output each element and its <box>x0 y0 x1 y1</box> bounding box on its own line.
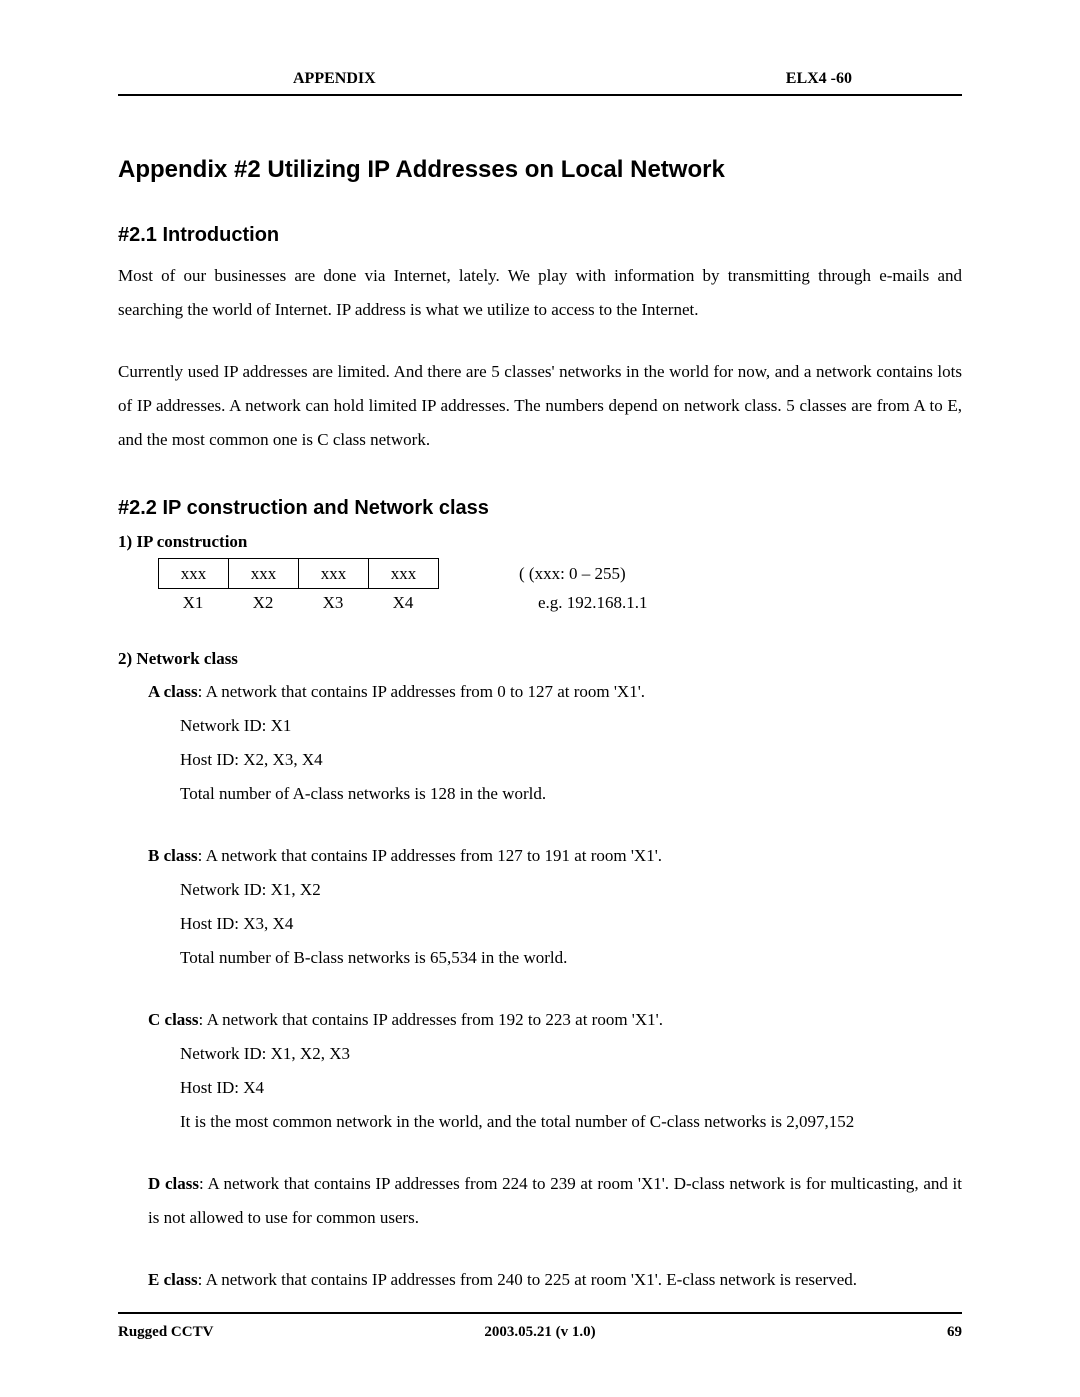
ip-range-note: ( (xxx: 0 – 255) <box>519 564 626 584</box>
ip-construction-heading: 1) IP construction <box>118 532 962 552</box>
page-header: APPENDIX ELX4 -60 <box>118 70 962 96</box>
ip-example-note: e.g. 192.168.1.1 <box>538 593 648 613</box>
class-c-netid: Network ID: X1, X2, X3 <box>180 1037 962 1071</box>
class-a-block: A class: A network that contains IP addr… <box>148 675 962 811</box>
class-d-desc: : A network that contains IP addresses f… <box>148 1174 962 1227</box>
class-b-hostid: Host ID: X3, X4 <box>180 907 962 941</box>
ip-octet-table: xxx xxx xxx xxx <box>158 558 439 589</box>
ip-cell-4: xxx <box>369 559 439 589</box>
ip-label-x1: X1 <box>158 593 228 613</box>
ip-cell-2: xxx <box>229 559 299 589</box>
class-c-hostid: Host ID: X4 <box>180 1071 962 1105</box>
appendix-title: Appendix #2 Utilizing IP Addresses on Lo… <box>118 156 962 184</box>
class-b-block: B class: A network that contains IP addr… <box>148 839 962 975</box>
class-e-block: E class: A network that contains IP addr… <box>148 1263 962 1297</box>
document-page: APPENDIX ELX4 -60 Appendix #2 Utilizing … <box>0 0 1080 1375</box>
class-c-desc: : A network that contains IP addresses f… <box>199 1010 663 1029</box>
intro-paragraph-2: Currently used IP addresses are limited.… <box>118 355 962 457</box>
class-d-label: D class <box>148 1174 199 1193</box>
ip-cell-3: xxx <box>299 559 369 589</box>
class-b-netid: Network ID: X1, X2 <box>180 873 962 907</box>
class-a-label: A class <box>148 682 198 701</box>
ip-label-x2: X2 <box>228 593 298 613</box>
ip-label-x4: X4 <box>368 593 438 613</box>
class-a-hostid: Host ID: X2, X3, X4 <box>180 743 962 777</box>
intro-paragraph-1: Most of our businesses are done via Inte… <box>118 259 962 327</box>
class-e-desc: : A network that contains IP addresses f… <box>198 1270 857 1289</box>
header-right: ELX4 -60 <box>786 70 852 88</box>
footer-center: 2003.05.21 (v 1.0) <box>484 1324 595 1341</box>
ip-label-x3: X3 <box>298 593 368 613</box>
ip-construction-row: xxx xxx xxx xxx ( (xxx: 0 – 255) <box>158 558 962 589</box>
class-e-label: E class <box>148 1270 198 1289</box>
footer-right: 69 <box>947 1324 962 1341</box>
header-left: APPENDIX <box>293 70 376 88</box>
class-b-total: Total number of B-class networks is 65,5… <box>180 941 962 975</box>
section-2-2-heading: #2.2 IP construction and Network class <box>118 497 962 520</box>
class-a-total: Total number of A-class networks is 128 … <box>180 777 962 811</box>
section-2-1-heading: #2.1 Introduction <box>118 224 962 247</box>
class-b-label: B class <box>148 846 198 865</box>
class-a-netid: Network ID: X1 <box>180 709 962 743</box>
class-c-label: C class <box>148 1010 199 1029</box>
page-footer: Rugged CCTV 2003.05.21 (v 1.0) 69 <box>118 1312 962 1341</box>
footer-left: Rugged CCTV <box>118 1324 213 1341</box>
ip-label-row: X1 X2 X3 X4 e.g. 192.168.1.1 <box>158 593 962 613</box>
class-c-total: It is the most common network in the wor… <box>180 1105 962 1139</box>
network-class-heading: 2) Network class <box>118 649 962 669</box>
class-b-desc: : A network that contains IP addresses f… <box>198 846 662 865</box>
class-d-block: D class: A network that contains IP addr… <box>148 1167 962 1235</box>
class-a-desc: : A network that contains IP addresses f… <box>198 682 645 701</box>
ip-cell-1: xxx <box>159 559 229 589</box>
class-c-block: C class: A network that contains IP addr… <box>148 1003 962 1139</box>
